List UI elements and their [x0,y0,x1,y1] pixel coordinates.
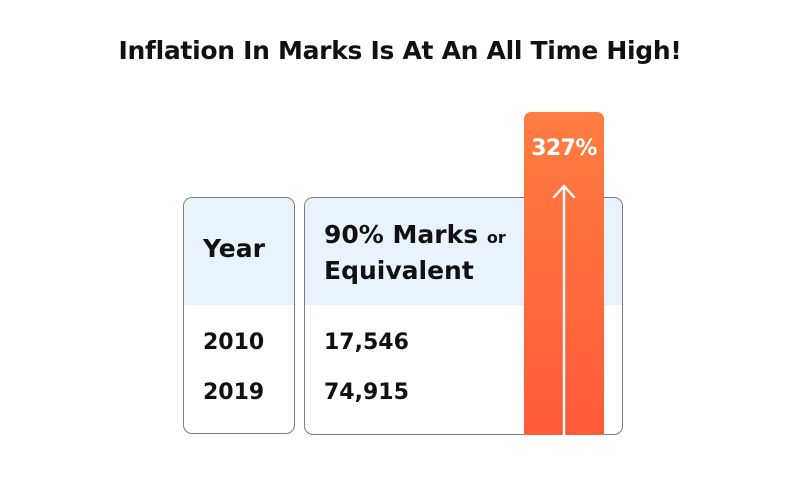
marks-column-header: 90% Marks or Equivalent [324,218,506,287]
page-title: Inflation In Marks Is At An All Time Hig… [118,36,682,65]
year-header-background [184,198,294,305]
marks-header-or: or [486,228,506,247]
year-cell-2019: 2019 [203,380,265,405]
year-cell-2010: 2010 [203,330,265,355]
year-card: Year 2010 2019 [183,197,295,434]
increase-percentage: 327% [531,136,597,161]
increase-bar: 327% [524,112,604,435]
year-column-header: Year [203,234,265,263]
marks-cell-2010: 17,546 [324,330,409,355]
marks-cell-2019: 74,915 [324,380,409,405]
marks-header-main: 90% Marks [324,220,479,249]
up-arrow-icon [552,184,576,435]
marks-header-second-line: Equivalent [324,256,474,285]
